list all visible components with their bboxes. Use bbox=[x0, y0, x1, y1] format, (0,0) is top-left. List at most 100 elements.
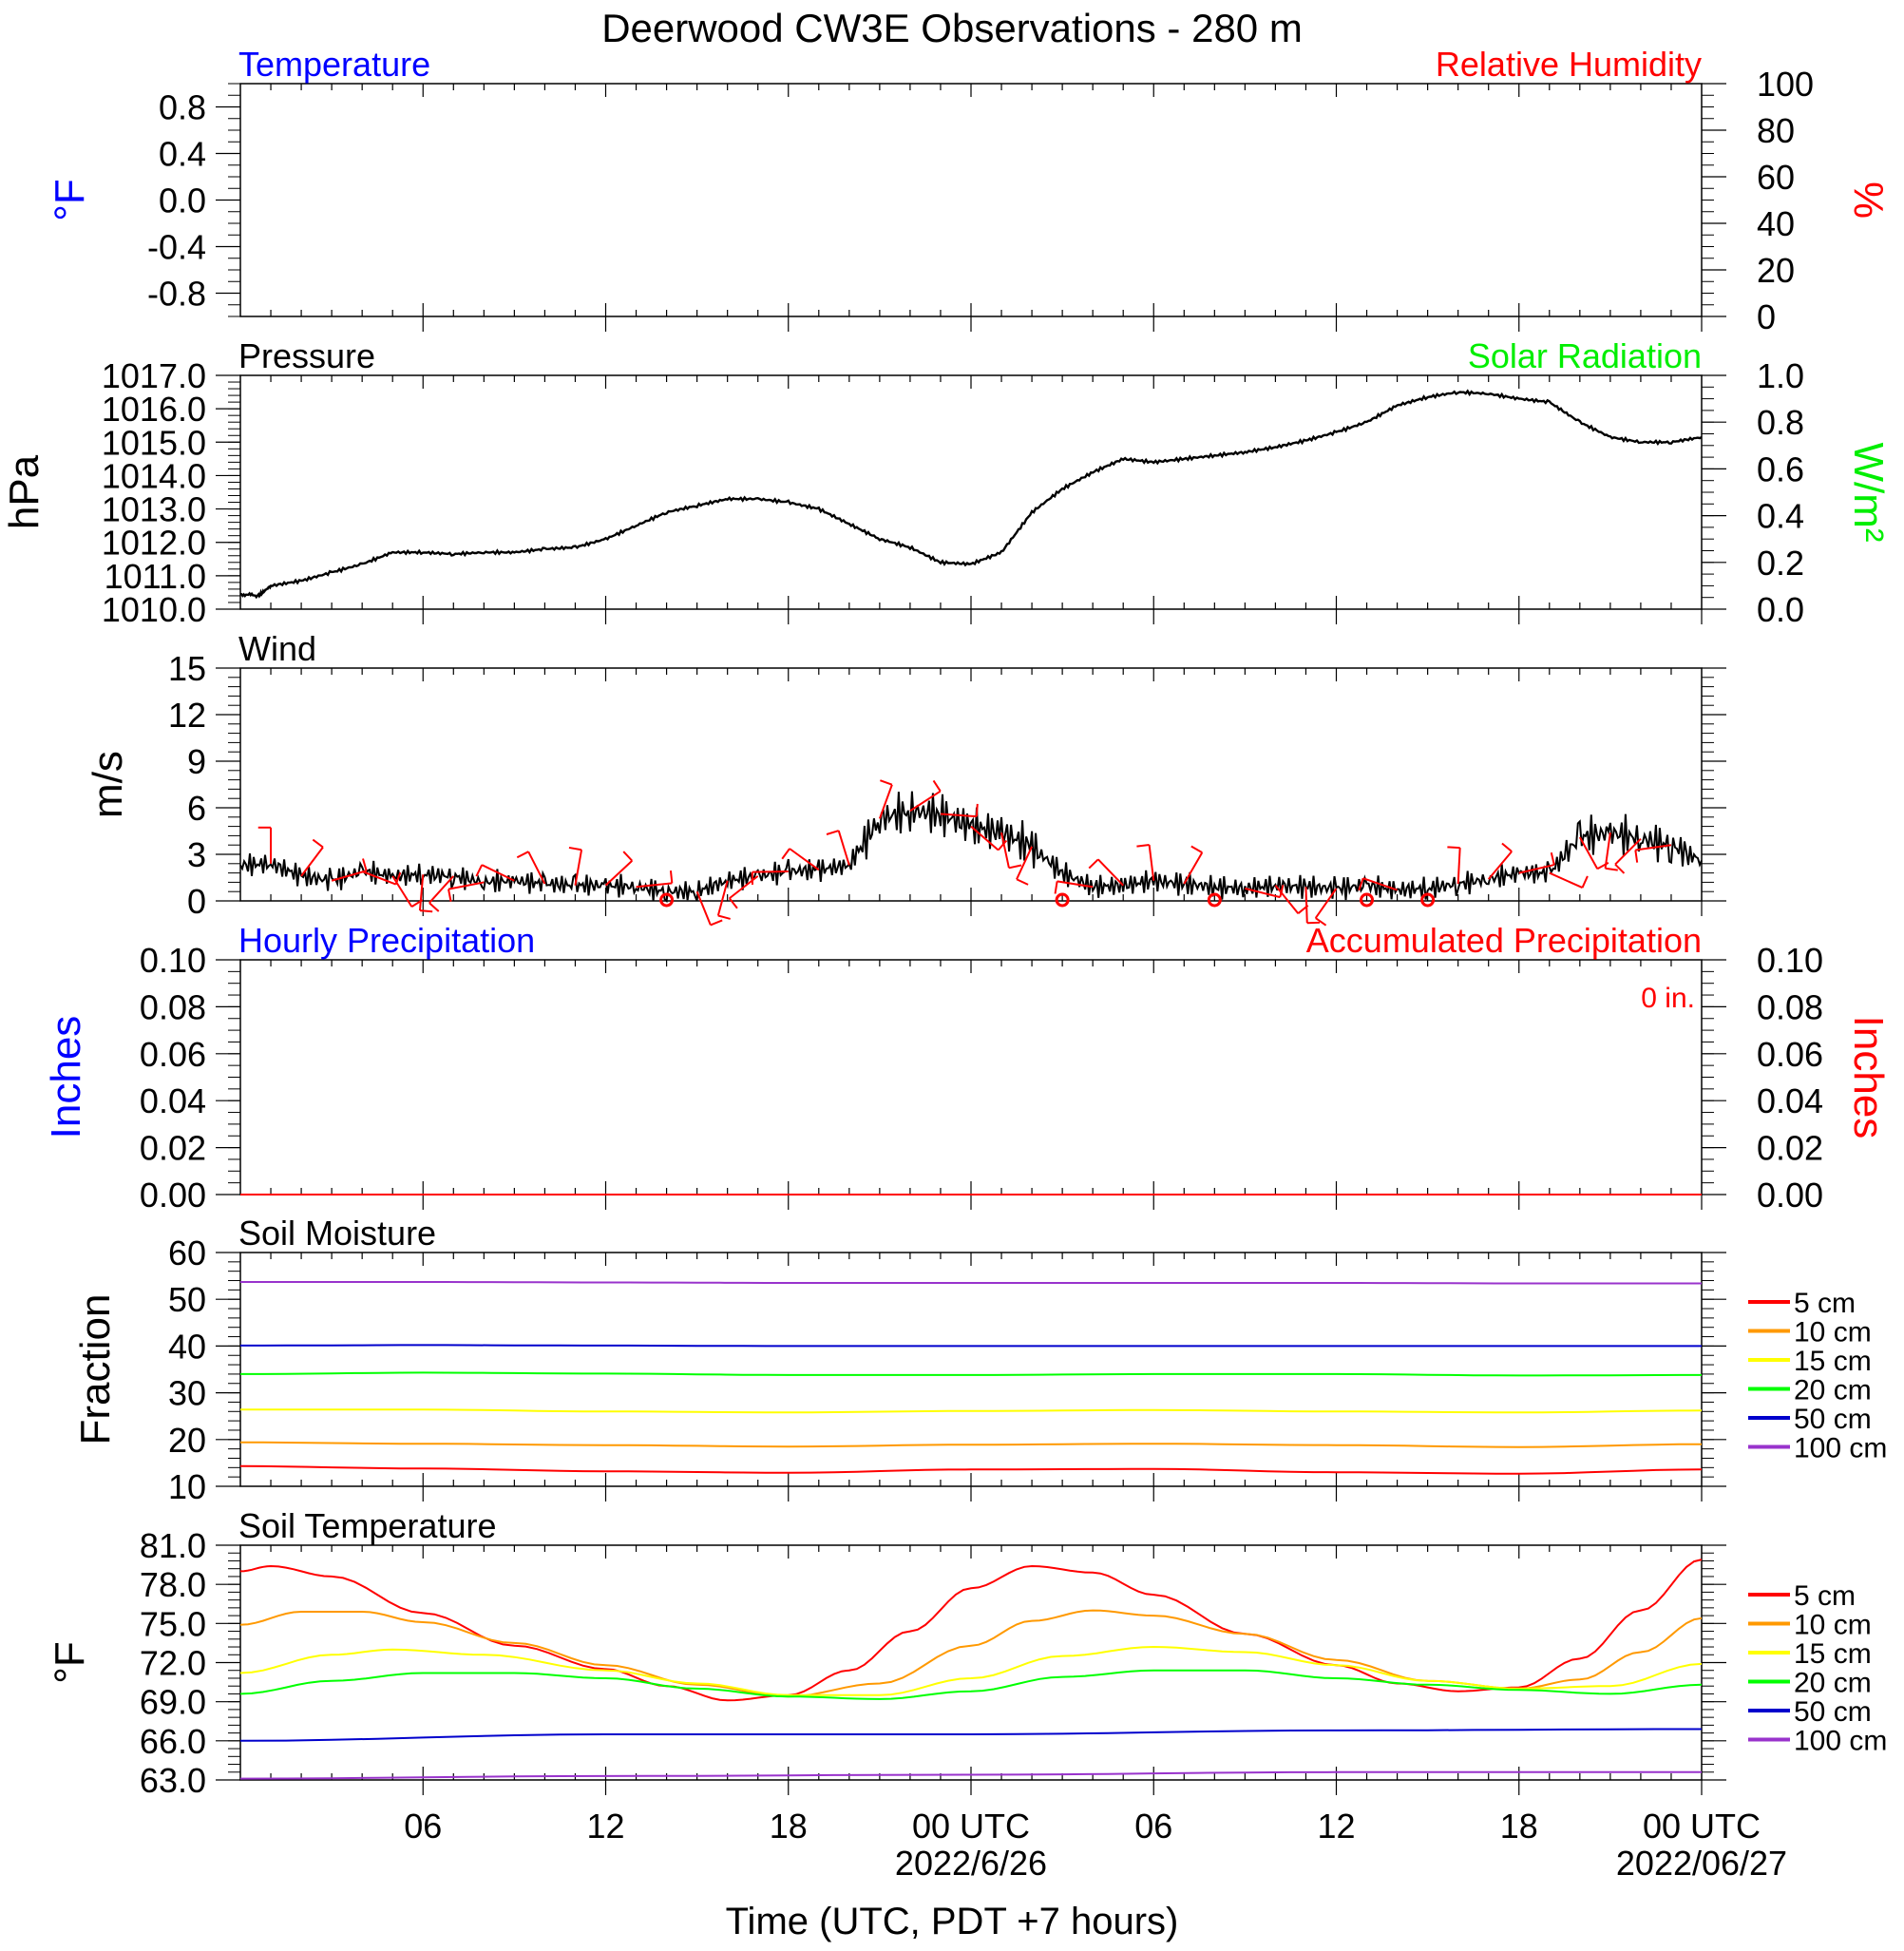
y-axis-title-left: hPa bbox=[1, 454, 48, 529]
panel-title-right: Relative Humidity bbox=[1436, 45, 1702, 84]
y-tick-label: 1015.0 bbox=[102, 423, 206, 462]
x-tick-label: 18 bbox=[1500, 1807, 1538, 1846]
wind-barb bbox=[1097, 858, 1124, 887]
y-right-tick-label: 0.0 bbox=[1757, 590, 1804, 629]
series-line-3 bbox=[240, 1371, 1702, 1377]
wind-barb bbox=[789, 848, 820, 871]
y-tick-label: 50 bbox=[168, 1280, 206, 1319]
wind-barb-flag bbox=[362, 858, 368, 871]
legend-label: 20 cm bbox=[1794, 1375, 1872, 1406]
y-right-tick-label: 0.06 bbox=[1757, 1035, 1823, 1074]
series-line-5 bbox=[240, 1281, 1702, 1285]
legend-label: 50 cm bbox=[1794, 1404, 1872, 1435]
y-tick-label: 60 bbox=[168, 1234, 206, 1272]
y-right-tick-label: 0.08 bbox=[1757, 987, 1823, 1026]
wind-barb-flag bbox=[880, 779, 893, 786]
x-tick-label: 18 bbox=[770, 1807, 808, 1846]
wind-barb bbox=[716, 880, 729, 916]
wind-barb bbox=[361, 870, 397, 886]
wind-barb bbox=[940, 813, 977, 818]
y-axis-title-right: W/m² bbox=[1845, 442, 1892, 542]
wind-barb bbox=[1148, 844, 1155, 881]
wind-barb bbox=[428, 875, 455, 904]
wind-barb bbox=[1604, 832, 1611, 869]
wind-barb-flag bbox=[1581, 875, 1589, 889]
wind-barb-flag bbox=[717, 914, 731, 920]
series-line-0 bbox=[239, 791, 1703, 904]
series-line-4 bbox=[240, 1344, 1702, 1348]
plot-frame bbox=[239, 1252, 1703, 1487]
wind-barb bbox=[837, 830, 850, 866]
wind-barb-flag bbox=[997, 839, 1008, 851]
wind-barb-flag bbox=[568, 846, 582, 851]
panel-pressure: 1017.01016.01015.01014.01013.01012.01011… bbox=[1, 336, 1892, 629]
wind-barb-flag bbox=[710, 919, 723, 927]
wind-barb bbox=[1549, 871, 1583, 889]
legend-label: 100 cm bbox=[1794, 1433, 1887, 1464]
wind-barb-flag bbox=[475, 864, 484, 877]
wind-barb bbox=[1518, 864, 1555, 874]
plot-frame bbox=[239, 374, 1703, 610]
wind-barb bbox=[878, 784, 893, 819]
wind-barb-flag bbox=[826, 830, 840, 835]
wind-barb-flag bbox=[1447, 846, 1460, 850]
y-tick-label: -0.8 bbox=[147, 275, 206, 314]
wind-barb-flag bbox=[728, 897, 738, 909]
y-axis-title-right: % bbox=[1845, 182, 1892, 219]
y-axis-title-right: Inches bbox=[1845, 1016, 1892, 1139]
wind-barb-flag bbox=[447, 889, 452, 902]
panel-temperature: 0.8 0.4 0.0 -0.4 -0.8 100 80 60 40 20 0 Temperature… bbox=[47, 45, 1892, 336]
y-right-tick-label: 100 bbox=[1757, 65, 1814, 104]
y-right-tick-label: 0.2 bbox=[1757, 544, 1804, 583]
y-tick-label: 0.4 bbox=[159, 135, 206, 174]
y-tick-label: 6 bbox=[187, 789, 206, 828]
wind-barb-flag bbox=[1279, 884, 1285, 898]
y-tick-label: 1013.0 bbox=[102, 490, 206, 529]
accumulated-total-label: 0 in. bbox=[1641, 983, 1695, 1014]
wind-barb-flag bbox=[1634, 850, 1639, 863]
y-tick-label: 81.0 bbox=[140, 1526, 206, 1565]
panel-title-right: Solar Radiation bbox=[1468, 336, 1702, 375]
panel-wind: 15 12 9 6 3 0 Wind m/s bbox=[85, 629, 1726, 927]
y-tick-label: 20 bbox=[168, 1421, 206, 1460]
series-line-1 bbox=[240, 1441, 1703, 1448]
y-tick-label: 1011.0 bbox=[105, 557, 206, 596]
legend-label: 100 cm bbox=[1794, 1726, 1887, 1757]
series-line-5 bbox=[239, 1770, 1702, 1780]
y-tick-label: 9 bbox=[187, 742, 206, 781]
y-axis-title-left: m/s bbox=[85, 751, 131, 818]
wind-barb-flag bbox=[781, 848, 790, 860]
wind-calm-circle bbox=[1360, 892, 1375, 908]
series-line-0 bbox=[239, 1464, 1703, 1475]
y-tick-label: 1017.0 bbox=[102, 356, 206, 395]
y-tick-label: 0.08 bbox=[140, 987, 206, 1026]
wind-barb-flag bbox=[1550, 851, 1555, 866]
wind-barb-flag bbox=[1605, 867, 1618, 871]
wind-barb-flag bbox=[1358, 877, 1364, 891]
legend-label: 10 cm bbox=[1794, 1317, 1872, 1348]
wind-barb bbox=[527, 851, 546, 885]
y-tick-label: 0.04 bbox=[140, 1081, 206, 1120]
y-right-tick-label: 0.4 bbox=[1757, 497, 1804, 536]
legend-label: 15 cm bbox=[1794, 1346, 1872, 1377]
wind-barb bbox=[447, 881, 485, 890]
x-tick-label: 06 bbox=[404, 1807, 442, 1846]
y-tick-label: 3 bbox=[187, 835, 206, 874]
y-tick-label: 1016.0 bbox=[102, 390, 206, 429]
y-right-tick-label: 0 bbox=[1757, 297, 1776, 336]
y-tick-label: 72.0 bbox=[140, 1644, 206, 1683]
y-axis-title-left: Fraction bbox=[72, 1294, 119, 1445]
panel-soil_temperature: 81.078.075.072.069.066.063.0 Soil Tempera… bbox=[47, 1506, 1887, 1800]
wind-barb-flag bbox=[975, 803, 979, 817]
x-tick-label: 00 UTC bbox=[912, 1807, 1030, 1846]
wind-barb bbox=[1635, 844, 1672, 851]
wind-barb-flag bbox=[516, 851, 529, 859]
wind-barb-flag bbox=[1008, 864, 1022, 870]
plot-frame bbox=[239, 667, 1703, 902]
wind-barb bbox=[391, 875, 413, 908]
panel-title-left: Soil Moisture bbox=[238, 1214, 436, 1253]
y-right-tick-label: 40 bbox=[1757, 204, 1795, 243]
panel-soil_moisture: 60 50 40 30 20 10 Soil Moisture Fraction 5 cm10 … bbox=[72, 1214, 1887, 1506]
